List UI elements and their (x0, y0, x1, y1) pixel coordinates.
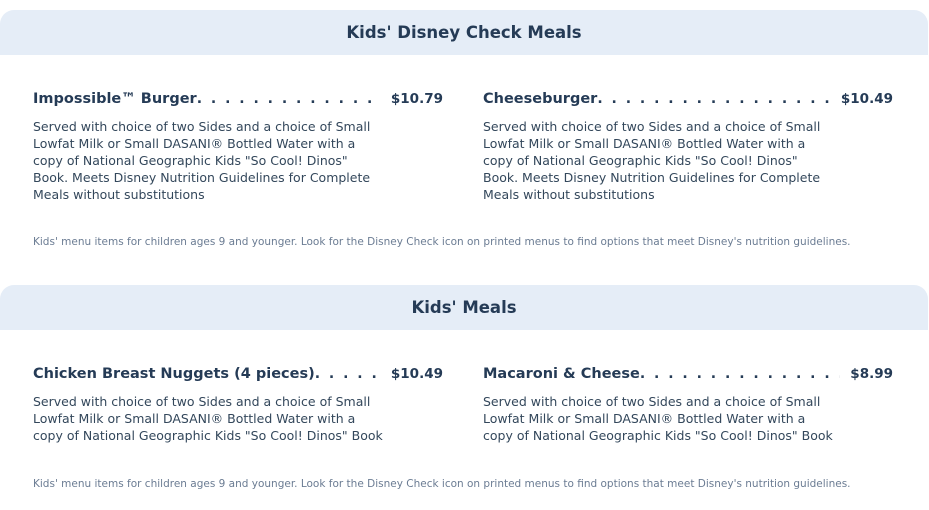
section-note: Kids' menu items for children ages 9 and… (33, 478, 851, 490)
section-title: Kids' Disney Check Meals (346, 23, 582, 42)
item-name: Macaroni & Cheese (483, 366, 640, 382)
leader-dots (640, 366, 840, 382)
item-name: Chicken Breast Nuggets (4 pieces) (33, 366, 315, 382)
section-title: Kids' Meals (411, 298, 517, 317)
item-price: $10.49 (390, 366, 443, 382)
item-description: Served with choice of two Sides and a ch… (33, 119, 371, 202)
item-description: Served with choice of two Sides and a ch… (483, 394, 833, 443)
item-description: Served with choice of two Sides and a ch… (483, 119, 821, 202)
item-price: $10.49 (840, 91, 893, 107)
menu-item: Macaroni & Cheese $8.99 Served with choic… (483, 366, 893, 444)
item-price: $10.79 (390, 91, 443, 107)
item-name: Cheeseburger (483, 91, 598, 107)
item-price: $8.99 (850, 366, 893, 382)
section-header: Kids' Meals (0, 285, 928, 330)
menu-item: Cheeseburger $10.49 Served with choice of… (483, 91, 893, 203)
leader-dots (197, 91, 381, 107)
section-header: Kids' Disney Check Meals (0, 10, 928, 55)
item-name: Impossible™ Burger (33, 91, 197, 107)
menu-item: Impossible™ Burger $10.79 Served with cho… (33, 91, 443, 203)
item-description: Served with choice of two Sides and a ch… (33, 394, 383, 443)
leader-dots (315, 366, 381, 382)
menu-item: Chicken Breast Nuggets (4 pieces)$10.49 … (33, 366, 443, 444)
section-note: Kids' menu items for children ages 9 and… (33, 236, 851, 248)
leader-dots (597, 91, 831, 107)
